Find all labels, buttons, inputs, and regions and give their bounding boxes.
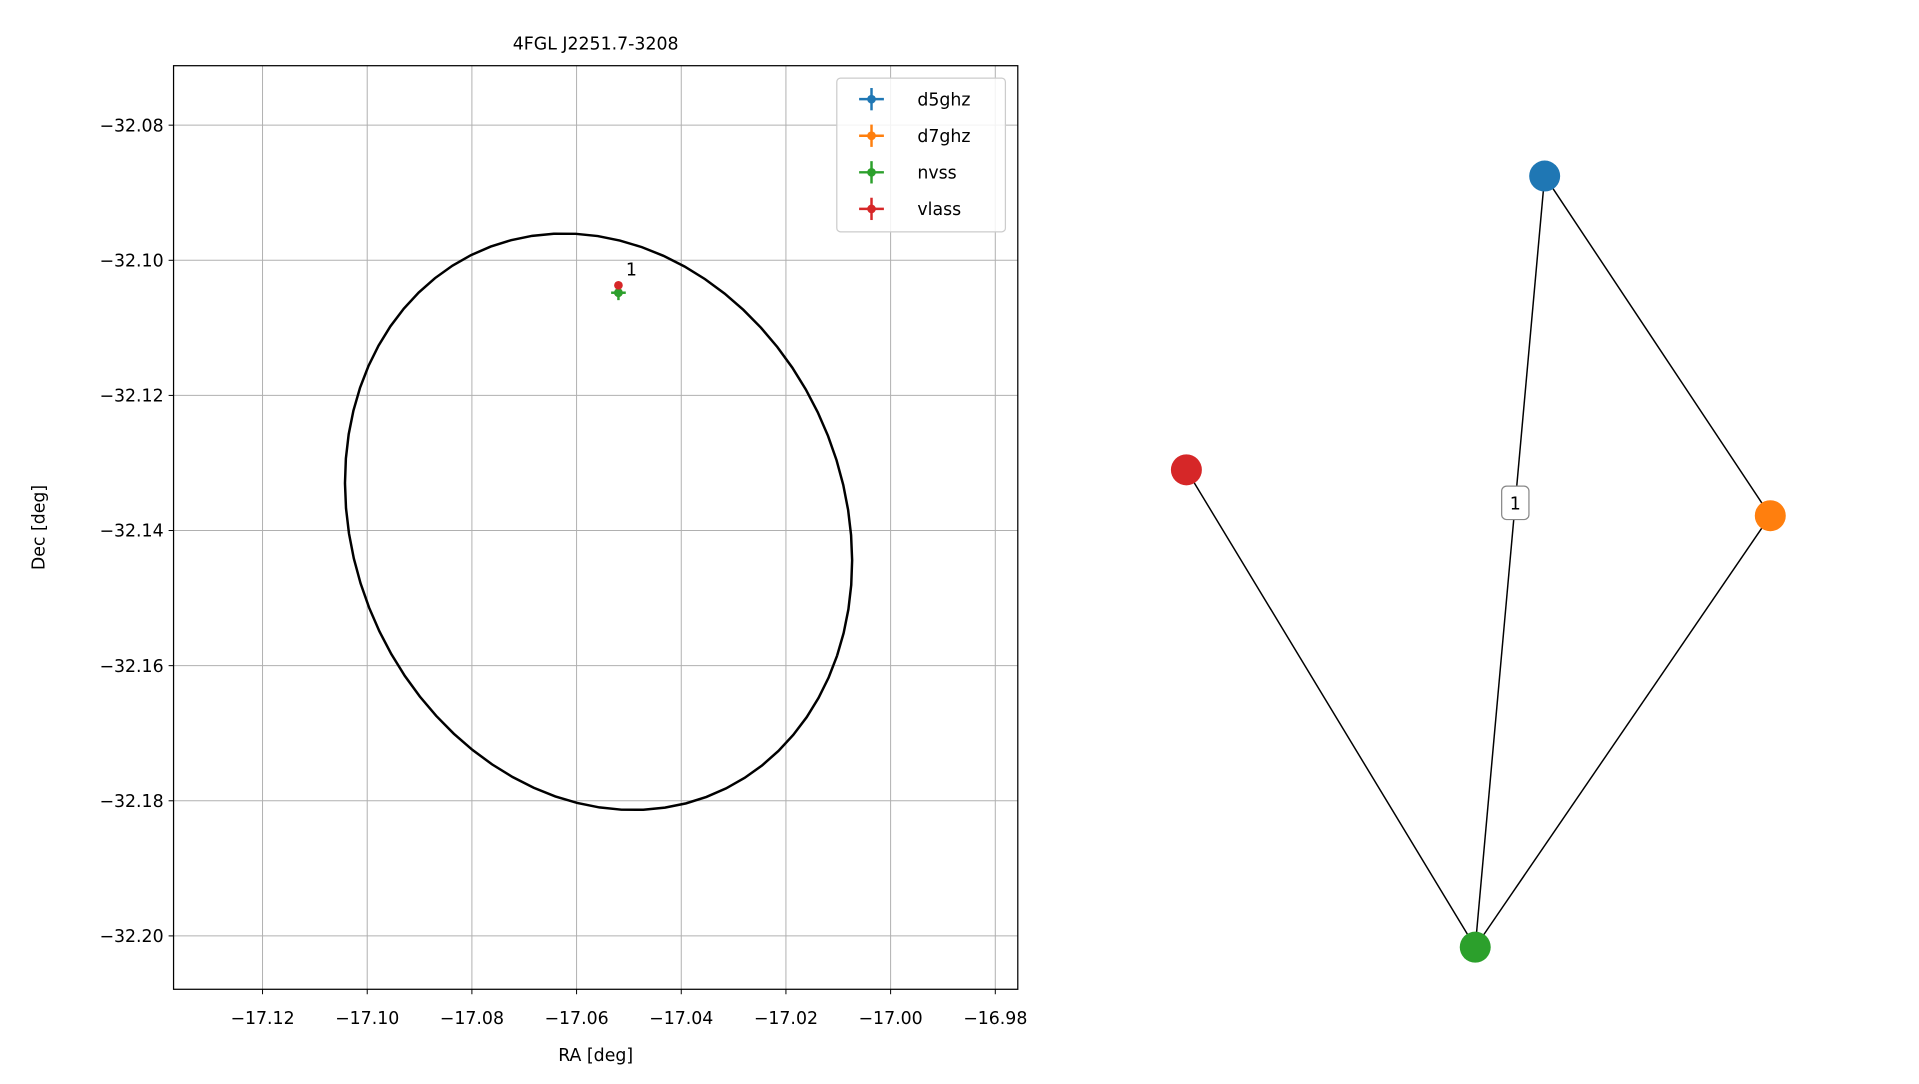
legend-label: nvss — [917, 164, 956, 184]
plot-frame — [172, 65, 1019, 990]
edge-label-box — [1501, 485, 1530, 521]
y-tick-label: −32.12 — [99, 387, 163, 407]
legend-marker — [867, 94, 876, 104]
x-tick-label: −17.04 — [649, 1009, 713, 1029]
point — [614, 280, 623, 290]
x-tick-label: −17.10 — [335, 1009, 399, 1029]
legend-marker — [867, 131, 876, 141]
legend-marker — [867, 167, 876, 177]
edge — [1474, 515, 1771, 948]
y-tick-label: −32.18 — [99, 792, 163, 812]
legend-marker — [867, 204, 876, 214]
annotation: 1 — [626, 260, 637, 280]
node — [1459, 931, 1491, 963]
edge — [1544, 175, 1771, 517]
node — [1529, 160, 1561, 192]
legend-label: d5ghz — [917, 90, 970, 110]
y-tick-label: −32.20 — [99, 927, 163, 947]
y-axis-label: Dec [deg] — [30, 485, 50, 570]
x-tick-label: −17.08 — [440, 1009, 504, 1029]
y-tick-label: −32.14 — [99, 522, 163, 542]
node — [1754, 500, 1786, 532]
x-tick-label: −17.06 — [544, 1009, 608, 1029]
chart-title: 4FGL J2251.7-3208 — [513, 35, 679, 55]
x-tick-label: −17.12 — [230, 1009, 294, 1029]
point — [614, 288, 623, 298]
legend-label: vlass — [917, 200, 961, 220]
y-tick-label: −32.10 — [99, 251, 163, 271]
x-tick-label: −17.00 — [859, 1009, 923, 1029]
node — [1170, 454, 1202, 486]
x-tick-label: −16.98 — [963, 1009, 1027, 1029]
y-tick-label: −32.08 — [99, 116, 163, 136]
edge — [1185, 469, 1476, 948]
edge — [1474, 175, 1546, 948]
error-ellipse — [343, 232, 854, 812]
x-axis-label: RA [deg] — [558, 1046, 633, 1066]
legend-box — [836, 77, 1007, 233]
x-tick-label: −17.02 — [754, 1009, 818, 1029]
figure: −17.12 −17.10 −17.08 −17.06 −17.04 −17.02 −17.… — [30, 35, 1786, 1066]
y-tick-label: −32.16 — [99, 657, 163, 677]
edge-label: 1 — [1510, 495, 1521, 515]
legend-label: d7ghz — [917, 127, 970, 147]
